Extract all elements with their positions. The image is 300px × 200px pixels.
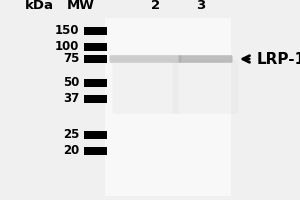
Text: 20: 20 (63, 144, 80, 158)
Text: 150: 150 (55, 24, 80, 38)
Text: 50: 50 (63, 76, 80, 90)
Text: 100: 100 (55, 40, 80, 53)
FancyBboxPatch shape (110, 55, 182, 63)
Bar (84, 147, 106, 155)
Text: 75: 75 (63, 52, 80, 66)
Text: 37: 37 (63, 92, 80, 106)
Bar (84, 95, 106, 103)
FancyBboxPatch shape (112, 60, 178, 114)
Text: MW: MW (67, 0, 95, 12)
Bar (84, 55, 106, 63)
Bar (84, 79, 106, 87)
Text: 3: 3 (196, 0, 206, 12)
Text: LRP-1: LRP-1 (256, 51, 300, 66)
Bar (105, 18, 231, 196)
FancyBboxPatch shape (172, 60, 239, 114)
Text: kDa: kDa (25, 0, 53, 12)
Bar (84, 43, 106, 51)
Bar (84, 131, 106, 139)
FancyBboxPatch shape (178, 55, 232, 63)
Text: 2: 2 (152, 0, 160, 12)
Text: 25: 25 (63, 129, 80, 142)
Bar (84, 27, 106, 35)
